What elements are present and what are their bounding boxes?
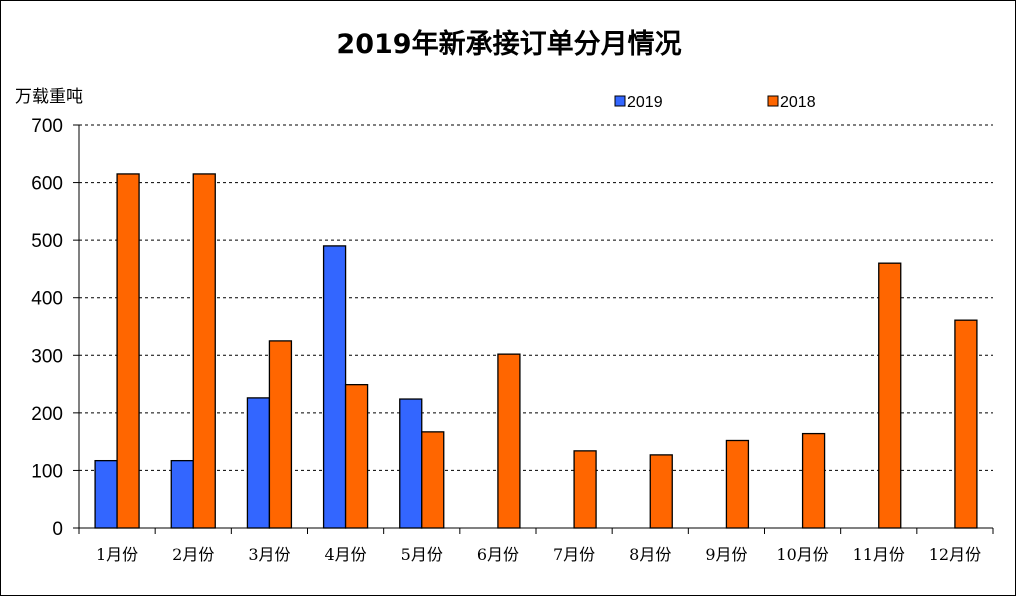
x-tick-label: 10月份 <box>776 545 828 564</box>
gridlines <box>79 124 993 471</box>
x-tick-labels: 1月份 2月份 3月份 4月份 5月份 6月份 7月份 8月份 9月份 10月份 11月份 12月份 <box>96 545 981 564</box>
bar-2019-5 <box>399 398 423 529</box>
bar-2018-4 <box>344 383 369 529</box>
bar-2018-5 <box>421 431 445 529</box>
x-tick-label: 1月份 <box>96 545 138 564</box>
x-tick-label: 9月份 <box>705 545 747 564</box>
legend-label-2018: 2018 <box>780 94 816 111</box>
legend: 2019 2018 <box>614 94 816 111</box>
bars <box>94 173 978 529</box>
x-tick-label: 4月份 <box>324 545 366 564</box>
bar-2018-8 <box>649 454 673 529</box>
bar-2018-9 <box>725 439 750 529</box>
x-tick-label: 11月份 <box>853 545 905 564</box>
bar-2018-10 <box>801 432 826 529</box>
x-tick-label: 2月份 <box>172 545 214 564</box>
bar-2018-12 <box>954 319 978 529</box>
y-tick-label: 600 <box>31 174 63 195</box>
y-tick-label: 300 <box>31 346 63 367</box>
y-tick-label: 700 <box>31 116 63 137</box>
bar-2019-4 <box>322 245 347 529</box>
x-tick-label: 8月份 <box>629 545 671 564</box>
bar-2019-3 <box>246 397 271 529</box>
legend-label-2019: 2019 <box>627 94 663 111</box>
y-axis-label: 万载重吨 <box>15 87 83 107</box>
x-tick-label: 12月份 <box>929 545 981 564</box>
bar-2019-2 <box>170 459 194 529</box>
x-tick-label: 3月份 <box>248 545 290 564</box>
y-tick-label: 100 <box>31 461 63 482</box>
x-tick-label: 5月份 <box>401 545 443 564</box>
bar-2019-1 <box>94 459 118 529</box>
y-tick-labels: 0 100 200 300 400 500 600 700 <box>31 116 63 540</box>
bar-2018-6 <box>497 353 521 529</box>
y-tick-label: 400 <box>31 289 63 310</box>
legend-swatch-2018 <box>767 95 779 107</box>
legend-swatch-2019 <box>614 95 626 107</box>
bar-2018-2 <box>192 173 216 529</box>
chart-title: 2019年新承接订单分月情况 <box>336 28 681 60</box>
y-tick-label: 0 <box>52 519 63 540</box>
y-tick-label: 200 <box>31 404 63 425</box>
bar-2018-3 <box>268 340 293 529</box>
bar-2018-11 <box>878 262 902 529</box>
x-tick-label: 6月份 <box>477 545 519 564</box>
bar-2018-1 <box>116 173 140 529</box>
y-tick-label: 500 <box>31 231 63 252</box>
axes <box>73 124 994 534</box>
x-tick-label: 7月份 <box>553 545 595 564</box>
bar-2018-7 <box>573 450 597 529</box>
